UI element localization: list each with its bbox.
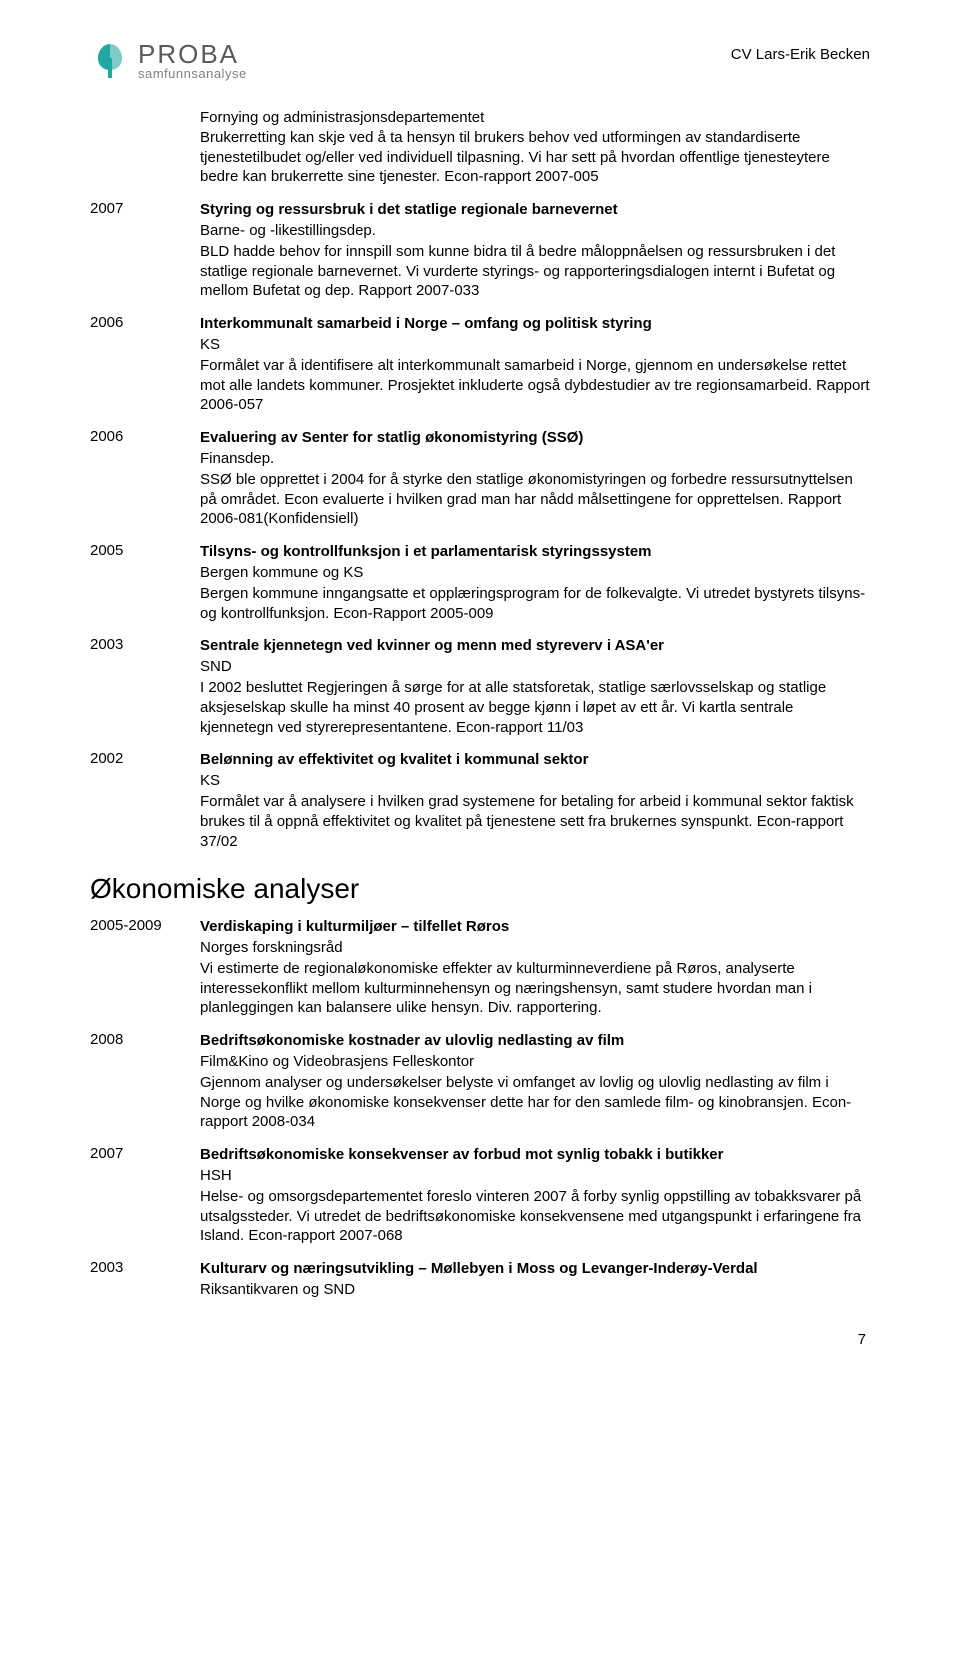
entry-year: 2006: [90, 428, 200, 529]
logo-icon: [90, 40, 130, 80]
entry-title: Belønning av effektivitet og kvalitet i …: [200, 750, 870, 770]
entry-title: Styring og ressursbruk i det statlige re…: [200, 200, 870, 220]
entry-title: Sentrale kjennetegn ved kvinner og menn …: [200, 636, 870, 656]
entry-org: SND: [200, 657, 870, 677]
page-number: 7: [90, 1331, 870, 1348]
entry-body: Bedriftsøkonomiske kostnader av ulovlig …: [200, 1031, 870, 1132]
entry-title: Kulturarv og næringsutvikling – Møllebye…: [200, 1259, 870, 1279]
entry-year: 2007: [90, 1145, 200, 1246]
entry-body: Evaluering av Senter for statlig økonomi…: [200, 428, 870, 529]
page-header: PROBA samfunnsanalyse CV Lars-Erik Becke…: [90, 40, 870, 80]
cv-entry: 2005Tilsyns- og kontrollfunksjon i et pa…: [90, 542, 870, 623]
intro-paragraph: Fornying og administrasjonsdepartementet…: [200, 108, 870, 187]
entry-description: Gjennom analyser og undersøkelser belyst…: [200, 1073, 870, 1132]
logo-main-text: PROBA: [138, 41, 247, 67]
entry-org: Barne- og -likestillingsdep.: [200, 221, 870, 241]
cv-entry: 2002Belønning av effektivitet og kvalite…: [90, 750, 870, 851]
entry-description: Helse- og omsorgsdepartementet foreslo v…: [200, 1187, 870, 1246]
entry-year: 2006: [90, 314, 200, 415]
entry-title: Tilsyns- og kontrollfunksjon i et parlam…: [200, 542, 870, 562]
entry-title: Bedriftsøkonomiske konsekvenser av forbu…: [200, 1145, 870, 1165]
entry-body: Sentrale kjennetegn ved kvinner og menn …: [200, 636, 870, 737]
entry-org: Bergen kommune og KS: [200, 563, 870, 583]
section-heading: Økonomiske analyser: [90, 873, 870, 905]
logo: PROBA samfunnsanalyse: [90, 40, 247, 80]
entry-body: Bedriftsøkonomiske konsekvenser av forbu…: [200, 1145, 870, 1246]
entry-year: 2002: [90, 750, 200, 851]
entry-body: Kulturarv og næringsutvikling – Møllebye…: [200, 1259, 870, 1301]
entry-description: Formålet var å identifisere alt interkom…: [200, 356, 870, 415]
entry-title: Interkommunalt samarbeid i Norge – omfan…: [200, 314, 870, 334]
entry-description: Vi estimerte de regionaløkonomiske effek…: [200, 959, 870, 1018]
entry-year: 2003: [90, 1259, 200, 1301]
entry-org: Film&Kino og Videobrasjens Felleskontor: [200, 1052, 870, 1072]
entry-year: 2008: [90, 1031, 200, 1132]
entry-title: Verdiskaping i kulturmiljøer – tilfellet…: [200, 917, 870, 937]
entry-body: Belønning av effektivitet og kvalitet i …: [200, 750, 870, 851]
entry-body: Verdiskaping i kulturmiljøer – tilfellet…: [200, 917, 870, 1018]
entry-year: 2003: [90, 636, 200, 737]
entry-year: 2005: [90, 542, 200, 623]
entry-body: Tilsyns- og kontrollfunksjon i et parlam…: [200, 542, 870, 623]
cv-entry: 2005-2009Verdiskaping i kulturmiljøer – …: [90, 917, 870, 1018]
entry-org: Riksantikvaren og SND: [200, 1280, 870, 1300]
entry-description: SSØ ble opprettet i 2004 for å styrke de…: [200, 470, 870, 529]
entry-org: KS: [200, 771, 870, 791]
cv-entry: 2003Sentrale kjennetegn ved kvinner og m…: [90, 636, 870, 737]
entries-list-b: 2005-2009Verdiskaping i kulturmiljøer – …: [90, 917, 870, 1301]
logo-text: PROBA samfunnsanalyse: [138, 41, 247, 80]
cv-entry: 2003Kulturarv og næringsutvikling – Møll…: [90, 1259, 870, 1301]
entry-description: Bergen kommune inngangsatte et opplæring…: [200, 584, 870, 624]
entry-title: Evaluering av Senter for statlig økonomi…: [200, 428, 870, 448]
document-title: CV Lars-Erik Becken: [731, 40, 870, 63]
cv-entry: 2008Bedriftsøkonomiske kostnader av ulov…: [90, 1031, 870, 1132]
entry-description: Formålet var å analysere i hvilken grad …: [200, 792, 870, 851]
entry-description: I 2002 besluttet Regjeringen å sørge for…: [200, 678, 870, 737]
entries-list-a: 2007Styring og ressursbruk i det statlig…: [90, 200, 870, 851]
entry-title: Bedriftsøkonomiske kostnader av ulovlig …: [200, 1031, 870, 1051]
cv-entry: 2007Styring og ressursbruk i det statlig…: [90, 200, 870, 301]
cv-entry: 2006Interkommunalt samarbeid i Norge – o…: [90, 314, 870, 415]
entry-description: BLD hadde behov for innspill som kunne b…: [200, 242, 870, 301]
entry-org: Finansdep.: [200, 449, 870, 469]
cv-entry: 2007Bedriftsøkonomiske konsekvenser av f…: [90, 1145, 870, 1246]
entry-body: Interkommunalt samarbeid i Norge – omfan…: [200, 314, 870, 415]
entry-year: 2005-2009: [90, 917, 200, 1018]
entry-body: Styring og ressursbruk i det statlige re…: [200, 200, 870, 301]
cv-entry: 2006Evaluering av Senter for statlig øko…: [90, 428, 870, 529]
logo-sub-text: samfunnsanalyse: [138, 67, 247, 80]
entry-org: Norges forskningsråd: [200, 938, 870, 958]
entry-org: KS: [200, 335, 870, 355]
entry-year: 2007: [90, 200, 200, 301]
entry-org: HSH: [200, 1166, 870, 1186]
